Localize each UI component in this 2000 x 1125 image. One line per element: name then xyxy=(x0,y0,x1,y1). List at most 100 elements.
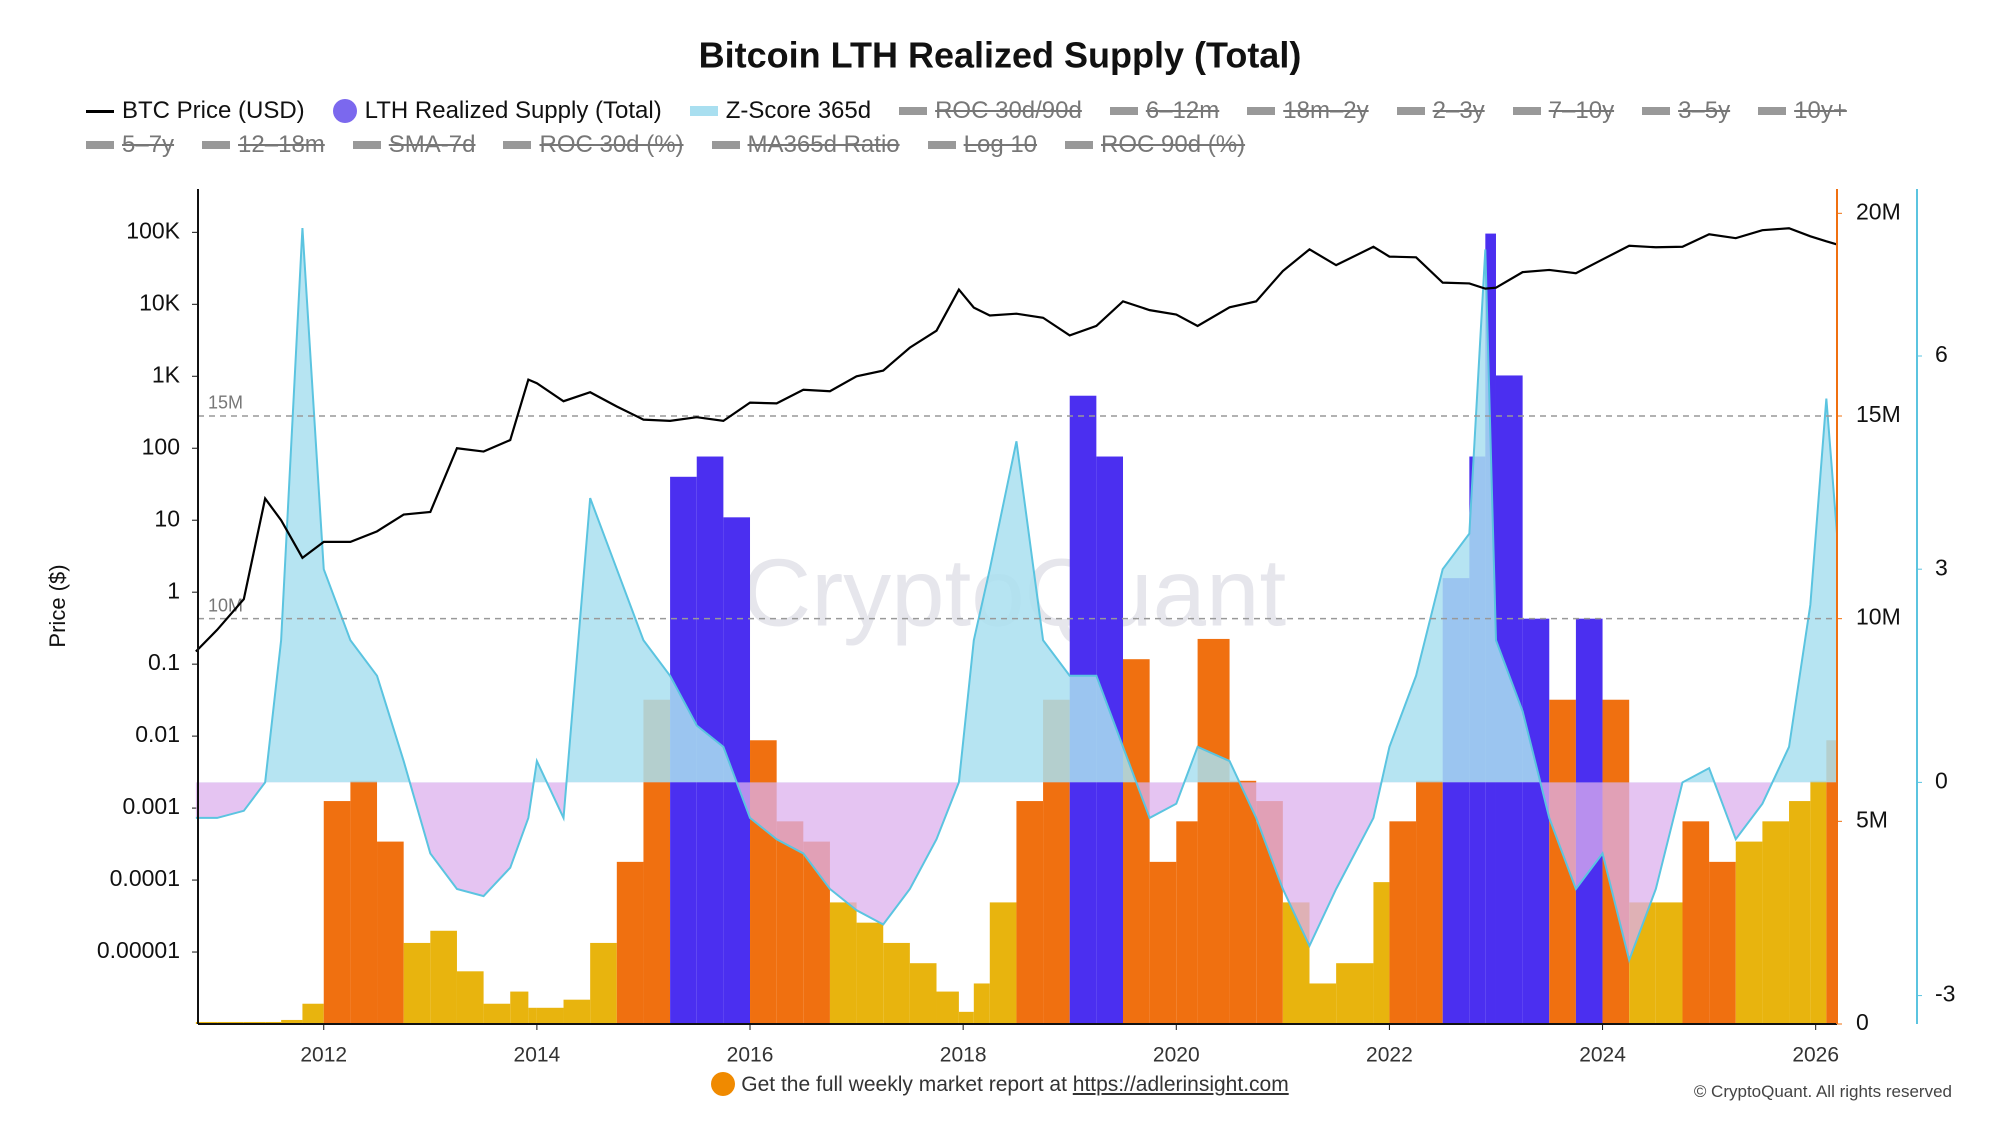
z-area-above xyxy=(265,228,1837,783)
supply-bar xyxy=(323,801,351,1024)
supply-bar xyxy=(1389,821,1417,1024)
legend-swatch xyxy=(1396,107,1425,115)
supply-bar xyxy=(989,902,1017,1024)
legend-item[interactable]: 18m–2y xyxy=(1247,96,1369,126)
legend-item[interactable]: SMA-7d xyxy=(352,130,476,160)
legend-label: SMA-7d xyxy=(388,131,476,158)
supply-bar xyxy=(510,991,529,1024)
y-tick-label: 1 xyxy=(167,577,180,603)
legend-item[interactable]: 10y+ xyxy=(1758,96,1847,126)
legend-label: Z-Score 365d xyxy=(725,97,872,124)
legend-swatch xyxy=(1758,107,1787,115)
y3-tick-label: 0 xyxy=(1935,767,1948,793)
legend-item[interactable]: ROC 30d/90d xyxy=(899,96,1082,126)
legend-swatch xyxy=(689,106,718,116)
y3-tick-label: 6 xyxy=(1935,341,1948,367)
supply-bar xyxy=(1709,861,1736,1024)
legend-item[interactable]: 12–18m xyxy=(202,130,325,160)
chart-title: Bitcoin LTH Realized Supply (Total) xyxy=(699,35,1302,76)
supply-bar xyxy=(430,930,457,1024)
x-tick-label: 2024 xyxy=(1579,1044,1626,1067)
supply-bar xyxy=(1735,841,1763,1024)
legend-swatch xyxy=(899,107,928,115)
supply-bar xyxy=(1229,780,1257,1024)
footer: Get the full weekly market report at htt… xyxy=(0,1072,2000,1097)
legend-swatch xyxy=(1065,141,1094,149)
coin-icon xyxy=(711,1072,736,1096)
y-tick-label: 1K xyxy=(152,361,181,387)
y-tick-label: 0.1 xyxy=(148,649,180,675)
supply-bar xyxy=(1373,882,1390,1024)
supply-bar xyxy=(936,991,959,1024)
supply-bar xyxy=(958,1011,974,1024)
y2-tick-label: 20M xyxy=(1856,198,1901,224)
supply-bar xyxy=(1149,861,1177,1024)
footer-link[interactable]: https://adlerinsight.com xyxy=(1072,1073,1289,1096)
supply-bar xyxy=(1016,801,1044,1024)
legend-item[interactable]: 6–12m xyxy=(1109,96,1220,126)
supply-bar xyxy=(456,971,484,1024)
supply-bar xyxy=(1309,983,1337,1024)
supply-bar xyxy=(616,861,644,1024)
legend: BTC Price (USD) LTH Realized Supply (Tota… xyxy=(86,96,1926,160)
z-line xyxy=(195,228,1838,964)
supply-bar xyxy=(1826,740,1837,1024)
supply-bar xyxy=(483,1003,511,1024)
y-tick-label: 0.00001 xyxy=(97,937,180,963)
supply-bar xyxy=(1810,780,1827,1024)
legend-item[interactable]: Z-Score 365d xyxy=(689,96,872,126)
legend-item[interactable]: ROC 90d (%) xyxy=(1065,130,1245,160)
supply-bar xyxy=(528,1007,537,1024)
legend-item[interactable]: 3–5y xyxy=(1642,96,1730,126)
legend-swatch xyxy=(1247,107,1276,115)
y-tick-label: 100K xyxy=(126,217,180,243)
legend-swatch xyxy=(503,141,532,149)
legend-swatch xyxy=(1109,107,1138,115)
legend-label: 7–10y xyxy=(1548,97,1615,124)
supply-bar xyxy=(377,841,404,1024)
y-tick-label: 100 xyxy=(142,433,180,459)
legend-item[interactable]: 5–7y xyxy=(86,130,174,160)
legend-swatch xyxy=(1512,107,1541,115)
supply-bar xyxy=(1197,638,1230,1024)
x-tick-label: 2016 xyxy=(727,1044,774,1067)
legend-item[interactable]: Log 10 xyxy=(927,130,1037,160)
legend-item[interactable]: ROC 30d (%) xyxy=(503,130,684,160)
supply-bar xyxy=(973,983,990,1024)
y2-tick-label: 10M xyxy=(1856,604,1901,630)
legend-label: ROC 30d (%) xyxy=(539,131,684,158)
supply-bar xyxy=(403,942,431,1024)
legend-swatch xyxy=(711,141,740,149)
x-tick-label: 2012 xyxy=(300,1044,347,1067)
supply-bar xyxy=(563,999,591,1024)
supply-bar xyxy=(1762,821,1790,1024)
legend-label: ROC 90d (%) xyxy=(1101,131,1246,158)
legend-item[interactable]: LTH Realized Supply (Total) xyxy=(332,96,662,126)
supply-bar xyxy=(909,963,937,1024)
y3-tick-label: 3 xyxy=(1935,554,1948,580)
legend-label: BTC Price (USD) xyxy=(122,97,305,124)
x-tick-label: 2026 xyxy=(1792,1044,1839,1067)
legend-swatch xyxy=(927,141,956,149)
supply-bar xyxy=(265,1021,282,1024)
legend-label: 12–18m xyxy=(238,131,325,158)
y-axis-label: Price ($) xyxy=(45,564,70,647)
legend-label: 5–7y xyxy=(122,131,175,158)
legend-label: 18m–2y xyxy=(1283,97,1369,124)
legend-item[interactable]: 7–10y xyxy=(1512,96,1615,126)
legend-item[interactable]: MA365d Ratio xyxy=(711,130,900,160)
supply-bar xyxy=(590,942,617,1024)
z-area-below xyxy=(195,782,1837,961)
legend-label: 6–12m xyxy=(1145,97,1220,124)
legend-item[interactable]: 2–3y xyxy=(1396,96,1485,126)
y2-tick-label: 15M xyxy=(1856,401,1901,427)
legend-label: 2–3y xyxy=(1432,97,1485,124)
supply-bar xyxy=(536,1007,564,1024)
x-tick-label: 2014 xyxy=(514,1044,561,1067)
supply-bar xyxy=(1123,659,1150,1024)
legend-label: 10y+ xyxy=(1794,97,1847,124)
legend-item[interactable]: BTC Price (USD) xyxy=(86,96,305,126)
legend-swatch xyxy=(332,99,357,123)
supply-bar xyxy=(195,1021,218,1024)
